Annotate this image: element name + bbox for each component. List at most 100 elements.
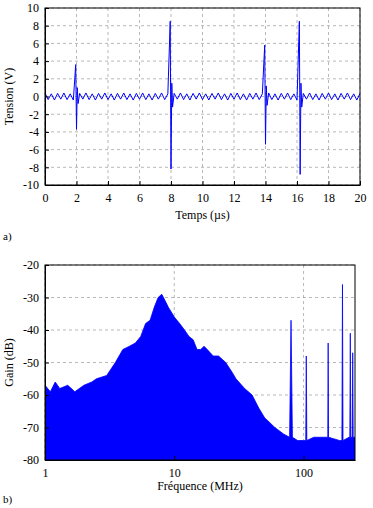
x-tick-mark: [77, 181, 78, 185]
y-tick-label: -20: [23, 258, 39, 272]
x-tick-label: 0: [43, 191, 49, 205]
x-tick: 16: [292, 181, 304, 205]
y-tick-mark: [45, 8, 49, 9]
y-tick-label: -4: [29, 125, 39, 139]
x-axis: 0 2 4 6 8 10 12 14 16 18 20: [43, 181, 367, 205]
y-tick-label: 0: [33, 90, 39, 104]
y-tick-label: 8: [33, 19, 39, 33]
panel-label: b): [3, 493, 13, 506]
signal-line: [45, 21, 360, 174]
y-tick: 4: [33, 54, 49, 68]
x-tick: 14: [260, 181, 272, 205]
y-tick-label: 2: [33, 72, 39, 86]
grid-line-y: [45, 131, 360, 132]
y-tick: -40: [23, 323, 49, 337]
y-tick-mark: [45, 428, 49, 429]
y-tick-mark: [45, 167, 49, 168]
x-tick-mark: [174, 456, 175, 460]
grid-line-y: [45, 297, 355, 298]
x-tick: 18: [323, 181, 335, 205]
grid: [45, 265, 355, 460]
y-tick-mark: [45, 330, 49, 331]
x-tick-label: 18: [323, 191, 335, 205]
y-tick-mark: [45, 395, 49, 396]
grid-line-y: [45, 78, 360, 79]
y-tick-mark: [45, 298, 49, 299]
plot-area: [45, 285, 355, 461]
y-tick-mark: [45, 97, 49, 98]
x-tick-label: 12: [229, 191, 241, 205]
y-tick-mark: [45, 132, 49, 133]
x-tick: 100: [295, 456, 313, 480]
grid-line-y: [45, 61, 360, 62]
x-tick: 8: [169, 181, 175, 205]
y-tick-mark: [45, 79, 49, 80]
y-tick-label: 10: [27, 1, 39, 15]
y-tick-mark: [45, 265, 49, 266]
grid-line-y: [45, 167, 360, 168]
y-tick-mark: [45, 185, 49, 186]
y-tick-mark: [45, 26, 49, 27]
grid-line-y: [45, 96, 360, 97]
x-tick-mark: [140, 181, 141, 185]
grid-line-y: [45, 114, 360, 115]
y-tick-label: -50: [23, 356, 39, 370]
x-tick-mark: [304, 456, 305, 460]
y-tick-label: -2: [29, 108, 39, 122]
y-tick-label: -60: [23, 388, 39, 402]
y-axis-title: Tension (V): [2, 68, 16, 125]
y-tick: -70: [23, 421, 49, 435]
x-tick-label: 100: [295, 466, 313, 480]
x-tick-mark: [329, 181, 330, 185]
chart-0: 02468101214161820-10-8-6-4-20246810Temps…: [2, 1, 367, 243]
y-tick-label: -6: [29, 143, 39, 157]
y-tick-mark: [45, 460, 49, 461]
y-tick: -60: [23, 388, 49, 402]
x-tick-label: 16: [292, 191, 304, 205]
plot-frame: [45, 265, 355, 460]
y-tick-mark: [45, 43, 49, 44]
x-tick: 4: [106, 181, 112, 205]
grid-line-y: [45, 149, 360, 150]
figure: 02468101214161820-10-8-6-4-20246810Temps…: [0, 0, 373, 508]
x-tick-mark: [360, 181, 361, 185]
y-tick-mark: [45, 363, 49, 364]
x-tick-mark: [203, 181, 204, 185]
y-tick: -2: [29, 108, 49, 122]
x-tick-label: 8: [169, 191, 175, 205]
x-tick-label: 10: [197, 191, 209, 205]
panel-label: a): [3, 230, 12, 243]
y-tick: -10: [23, 178, 49, 192]
y-tick: 6: [33, 37, 49, 51]
x-tick-mark: [108, 181, 109, 185]
grid: [45, 8, 360, 185]
x-tick-mark: [234, 181, 235, 185]
x-tick-label: 1: [43, 466, 49, 480]
y-tick: -6: [29, 143, 49, 157]
x-tick: 10: [197, 181, 209, 205]
y-tick-mark: [45, 150, 49, 151]
x-tick-mark: [171, 181, 172, 185]
grid-line-y: [45, 43, 360, 44]
y-tick: -4: [29, 125, 49, 139]
x-tick-label: 10: [169, 466, 181, 480]
y-tick: 0: [33, 90, 49, 104]
y-tick: -20: [23, 258, 49, 272]
grid-line-y: [45, 25, 360, 26]
x-tick: 20: [355, 181, 367, 205]
y-tick: -80: [23, 453, 49, 467]
y-tick-label: -70: [23, 421, 39, 435]
y-tick-label: -40: [23, 323, 39, 337]
x-tick: 10: [169, 456, 181, 480]
x-tick: 2: [74, 181, 80, 205]
x-tick: 12: [229, 181, 241, 205]
y-tick-label: 4: [33, 54, 39, 68]
grid-line-y: [45, 330, 355, 331]
y-tick: 8: [33, 19, 49, 33]
y-tick-mark: [45, 114, 49, 115]
x-tick-label: 6: [137, 191, 143, 205]
y-tick-label: -8: [29, 161, 39, 175]
plot-frame: [45, 8, 360, 185]
y-axis: -80-70-60-50-40-30-20: [23, 258, 49, 467]
grid-line-x: [139, 8, 140, 185]
